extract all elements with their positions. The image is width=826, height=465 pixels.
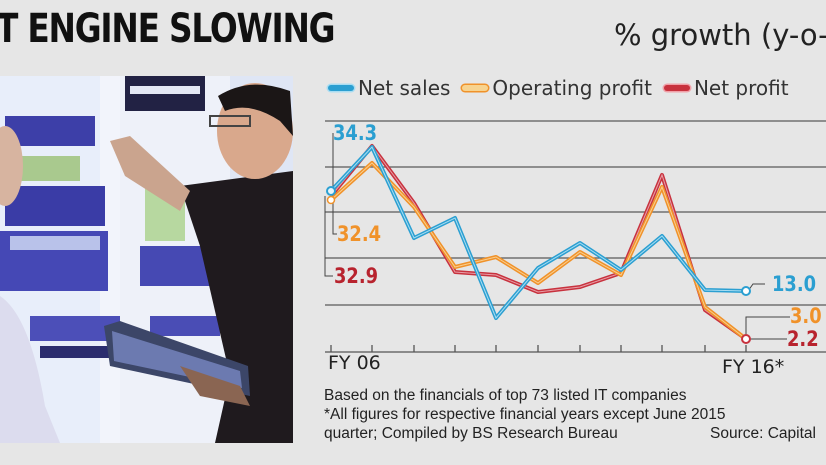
- marker-net-sales-start: [326, 186, 336, 196]
- legend-swatch-net-sales: [328, 85, 354, 91]
- marker-net-sales-end: [741, 286, 751, 296]
- legend-label-net-profit: Net profit: [693, 76, 789, 100]
- footnote-line-3-wrap: quarter; Compiled by BS Research Bureau …: [324, 424, 816, 443]
- x-label-end: FY 16*: [722, 356, 785, 378]
- footnote-line-3: quarter; Compiled by BS Research Bureau: [324, 425, 618, 442]
- label-operating-start: 32.4: [337, 222, 382, 246]
- legend-label-net-sales: Net sales: [358, 76, 451, 100]
- label-net-profit-end: 2.2: [787, 327, 819, 351]
- photo-illustration: [0, 76, 293, 443]
- x-label-start: FY 06: [328, 352, 381, 374]
- label-net-profit-start: 32.9: [334, 264, 379, 288]
- marker-operating-start: [326, 195, 336, 205]
- chart-subtitle: % growth (y-o-: [614, 18, 826, 52]
- footnote-line-2: *All figures for respective financial ye…: [324, 406, 726, 423]
- legend-label-operating-profit: Operating profit: [492, 76, 652, 100]
- legend-swatch-net-profit: [663, 85, 690, 91]
- chart-title: T ENGINE SLOWING: [0, 6, 336, 52]
- photo-it-workers: [0, 76, 293, 443]
- label-operating-end: 3.0: [790, 304, 822, 328]
- label-net-sales-start: 34.3: [333, 121, 378, 145]
- x-axis: [325, 345, 826, 353]
- gridlines: [325, 120, 826, 306]
- legend-swatch-operating-profit: [462, 85, 489, 91]
- chart-footnotes: Based on the financials of top 73 listed…: [324, 386, 816, 443]
- footnote-line-1: Based on the financials of top 73 listed…: [324, 387, 687, 404]
- callout-lines: [324, 133, 790, 340]
- marker-net-profit-end: [741, 334, 751, 344]
- source-credit: Source: Capital: [710, 425, 816, 442]
- label-net-sales-end: 13.0: [772, 272, 817, 296]
- chart-legend: Net sales Operating profit Net profit: [324, 76, 797, 100]
